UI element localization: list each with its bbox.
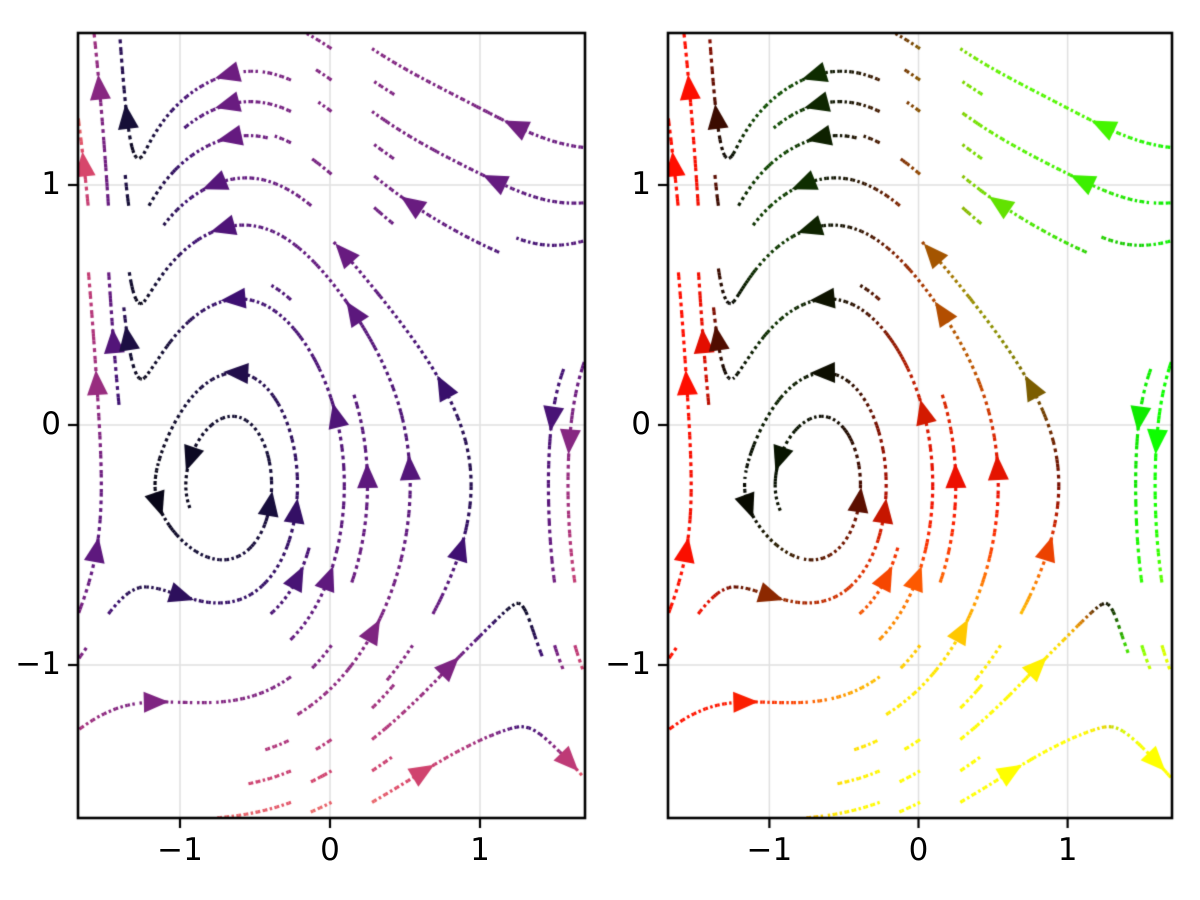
y-tick-label: 0 <box>631 405 651 442</box>
y-tick-label: 0 <box>41 405 61 442</box>
x-tick-label: 0 <box>908 832 929 868</box>
y-tick-label: 1 <box>41 165 61 202</box>
y-tick-label: −1 <box>605 645 651 682</box>
x-tick-label: −1 <box>746 832 793 868</box>
x-tick-label: 0 <box>320 832 340 868</box>
x-tick-label: 1 <box>470 832 490 868</box>
y-tick-label: −1 <box>15 645 61 682</box>
x-tick-label: −1 <box>157 832 203 868</box>
y-tick-label: 1 <box>631 165 651 202</box>
x-tick-label: 1 <box>1057 832 1078 868</box>
